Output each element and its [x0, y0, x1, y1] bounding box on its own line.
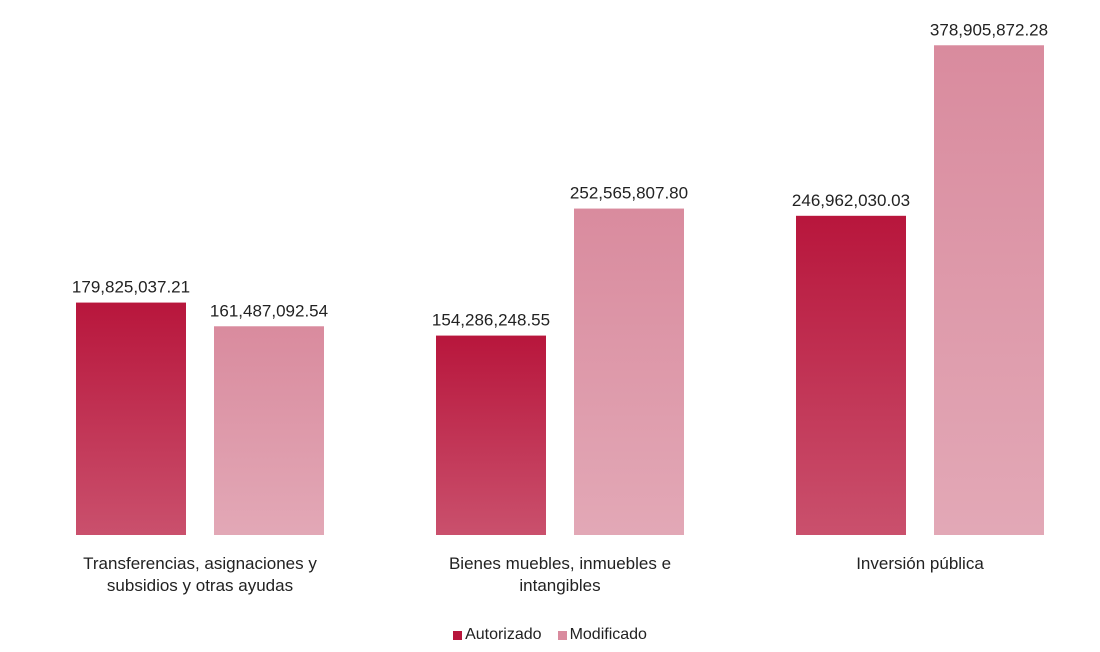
legend-item: Autorizado — [453, 626, 542, 644]
x-tick-label: Bienes muebles, inmuebles e intangibles — [448, 554, 672, 595]
bar — [76, 302, 186, 535]
x-tick-label: Transferencias, asignaciones y subsidios… — [83, 554, 317, 595]
legend: Autorizado Modificado — [0, 626, 1100, 645]
legend-item: Modificado — [557, 626, 647, 644]
data-label: 161,487,092.54 — [210, 301, 328, 320]
data-label: 252,565,807.80 — [570, 184, 688, 203]
legend-swatch — [557, 630, 567, 640]
bar — [436, 335, 546, 535]
x-tick-label: Inversión pública — [856, 554, 984, 573]
data-label: 246,962,030.03 — [792, 191, 910, 210]
legend-swatch — [453, 630, 463, 640]
data-label: 378,905,872.28 — [930, 20, 1048, 39]
data-label: 179,825,037.21 — [72, 278, 190, 297]
bar — [214, 326, 324, 535]
bar — [796, 215, 906, 535]
legend-label: Autorizado — [465, 626, 542, 643]
bar — [934, 45, 1044, 535]
legend-label: Modificado — [569, 626, 647, 643]
data-label: 154,286,248.55 — [432, 311, 550, 330]
bar — [574, 208, 684, 535]
